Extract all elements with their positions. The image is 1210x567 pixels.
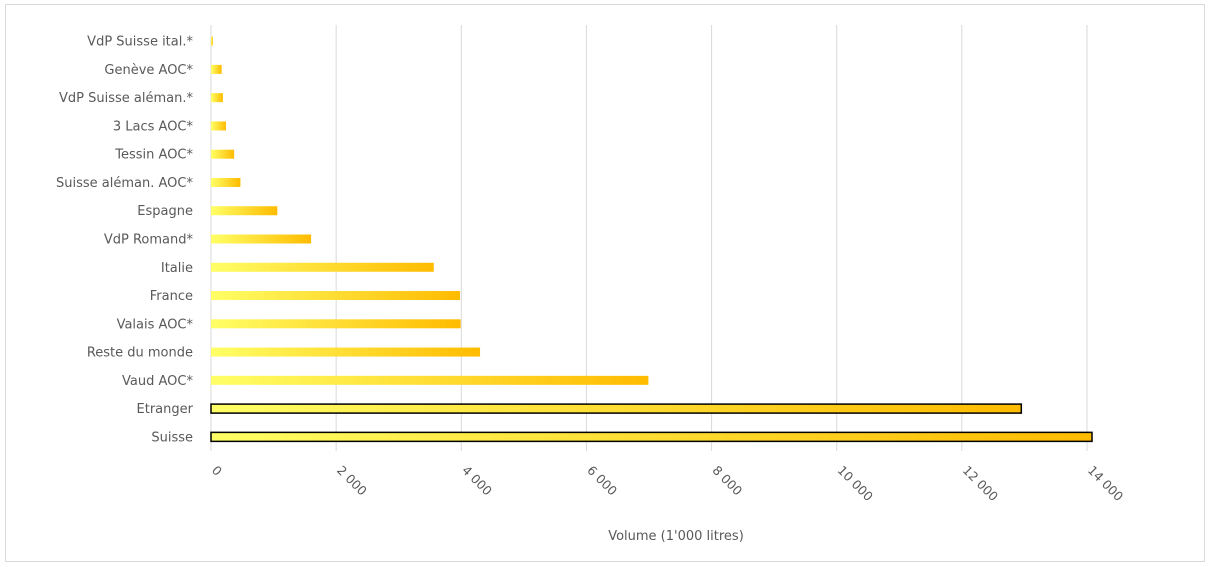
category-label: Italie: [161, 261, 193, 276]
category-label: Espagne: [137, 204, 193, 219]
bar-suisse: [211, 432, 1092, 441]
category-label: Valais AOC*: [117, 317, 194, 332]
bar-vdp-suisse-ital: [211, 37, 213, 46]
category-label: Etranger: [137, 402, 194, 417]
category-label: Suisse aléman. AOC*: [56, 176, 193, 191]
bar-reste-du-monde: [211, 348, 480, 357]
x-tick-labels: 0 2 000 4 000 6 000 8 000 10 000 12 000 14 000: [209, 463, 1127, 505]
bar-vaud-aoc: [211, 376, 648, 385]
x-tick-label: 8 000: [709, 463, 745, 499]
bar-valais-aoc: [211, 319, 461, 328]
category-label: Tessin AOC*: [114, 148, 193, 163]
bar-italie: [211, 263, 434, 272]
bar-france: [211, 291, 460, 300]
bars: [211, 37, 1092, 442]
category-label: Genève AOC*: [104, 63, 193, 78]
category-label: France: [150, 289, 193, 304]
gridlines: [211, 25, 1087, 451]
bar-gen-ve-aoc: [211, 65, 222, 74]
x-tick-label: 12 000: [960, 463, 1002, 505]
bar-chart: VdP Suisse ital.* Genève AOC* VdP Suisse a…: [6, 5, 1206, 563]
x-tick-label: 10 000: [835, 463, 877, 505]
x-tick-label: 4 000: [459, 463, 495, 499]
x-tick-label: 14 000: [1085, 463, 1127, 505]
category-label: 3 Lacs AOC*: [113, 119, 194, 134]
chart-area: VdP Suisse ital.* Genève AOC* VdP Suisse a…: [5, 4, 1205, 562]
bar-tessin-aoc: [211, 150, 234, 159]
category-label: Vaud AOC*: [122, 374, 193, 389]
x-tick-label: 2 000: [334, 463, 370, 499]
category-label: VdP Suisse ital.*: [87, 35, 193, 50]
category-label: Reste du monde: [87, 346, 193, 361]
bar-espagne: [211, 206, 277, 215]
bar-3-lacs-aoc: [211, 121, 226, 130]
x-tick-label: 0: [209, 463, 225, 479]
x-axis-title: Volume (1'000 litres): [608, 529, 744, 544]
bar-vdp-suisse-al-man: [211, 93, 223, 102]
category-label: VdP Romand*: [104, 233, 194, 248]
category-labels: VdP Suisse ital.* Genève AOC* VdP Suisse a…: [56, 35, 194, 446]
bar-etranger: [211, 404, 1021, 413]
category-label: VdP Suisse aléman.*: [59, 91, 193, 106]
bar-suisse-al-man-aoc: [211, 178, 240, 187]
bar-vdp-romand: [211, 235, 311, 244]
x-tick-label: 6 000: [584, 463, 620, 499]
category-label: Suisse: [151, 430, 193, 445]
